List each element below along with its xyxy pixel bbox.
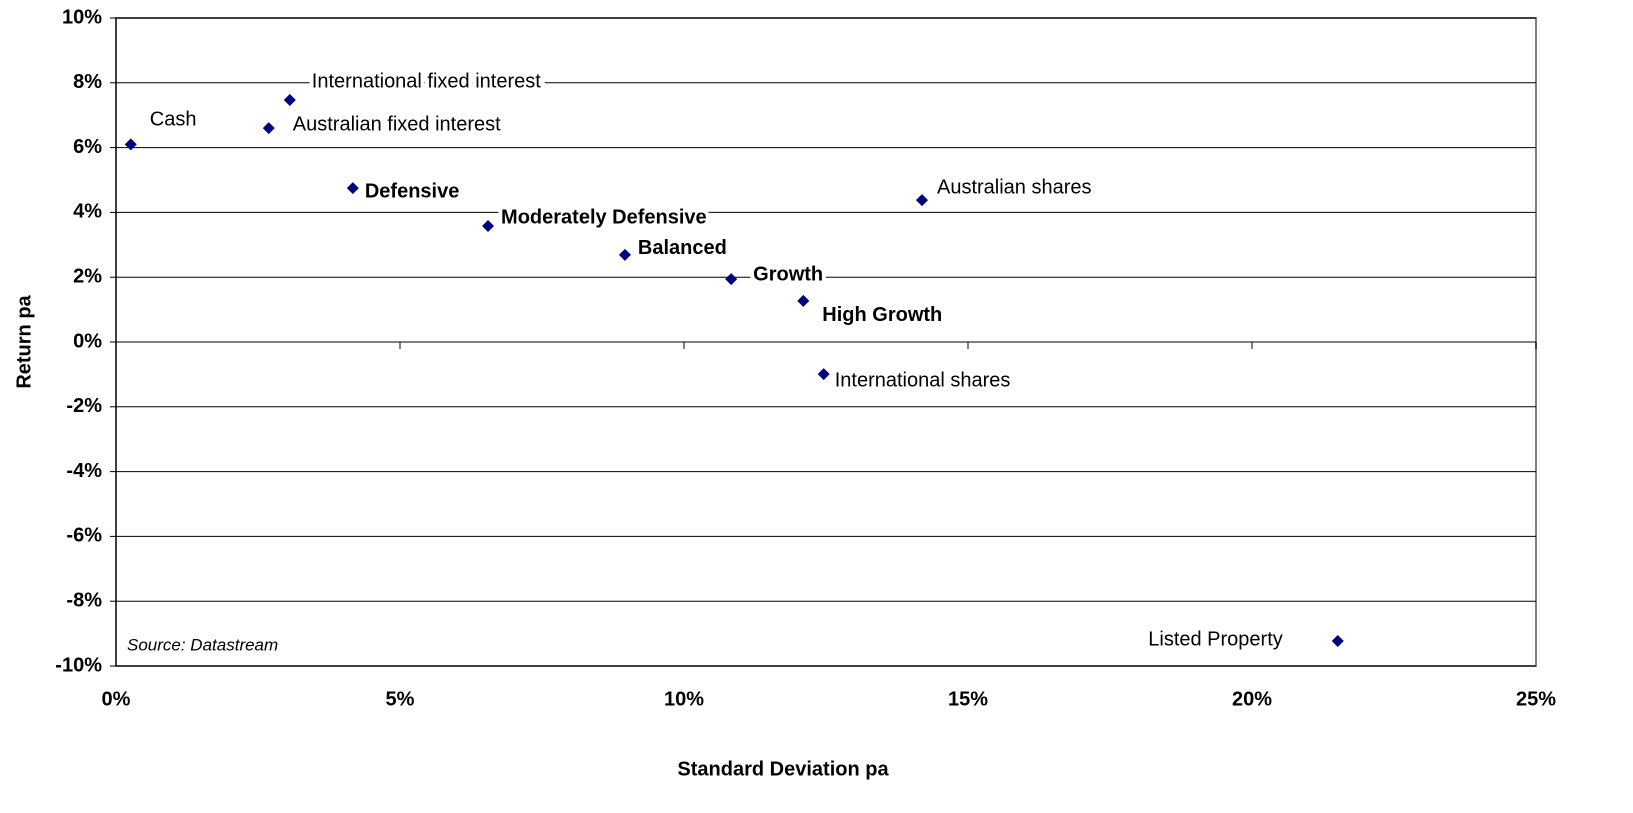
x-tick-label: 25% [1516,688,1556,710]
point-label: Defensive [365,180,460,202]
y-tick-label: 8% [73,71,102,93]
y-tick-label: 0% [73,330,102,352]
y-tick-label: -10% [55,654,102,676]
point [817,368,830,381]
point-label: International fixed interest [312,70,541,92]
point [346,182,359,195]
x-tick-label: 5% [386,688,415,710]
point-label: High Growth [822,304,942,326]
y-tick-label: 2% [73,265,102,287]
point [618,248,631,261]
point-label: Moderately Defensive [501,206,707,228]
point-label: Growth [753,263,823,285]
y-tick-label: -2% [66,395,102,417]
point [797,294,810,307]
point [915,194,928,207]
point-label: Cash [150,109,197,131]
y-axis-title: Return pa [13,294,35,388]
y-tick-label: -8% [66,589,102,611]
x-tick-label: 20% [1232,688,1272,710]
point [1331,635,1344,648]
x-tick-label: 0% [102,688,131,710]
point-label: Australian fixed interest [293,113,501,135]
point-label: Listed Property [1148,628,1283,650]
point [262,122,275,135]
y-tick-label: 4% [73,201,102,223]
point-label: Australian shares [937,176,1092,198]
x-tick-label: 15% [948,688,988,710]
point-label: International shares [835,369,1011,391]
point [482,220,495,233]
point [124,138,137,151]
y-tick-label: 10% [62,6,102,28]
point [725,273,738,286]
y-tick-label: -6% [66,525,102,547]
point [283,93,296,106]
x-axis-title: Standard Deviation pa [677,758,889,780]
point-label: Balanced [638,237,727,259]
x-tick-label: 10% [664,688,704,710]
annotation: Source: Datastream [127,635,278,654]
y-tick-label: -4% [66,460,102,482]
y-tick-label: 6% [73,136,102,158]
